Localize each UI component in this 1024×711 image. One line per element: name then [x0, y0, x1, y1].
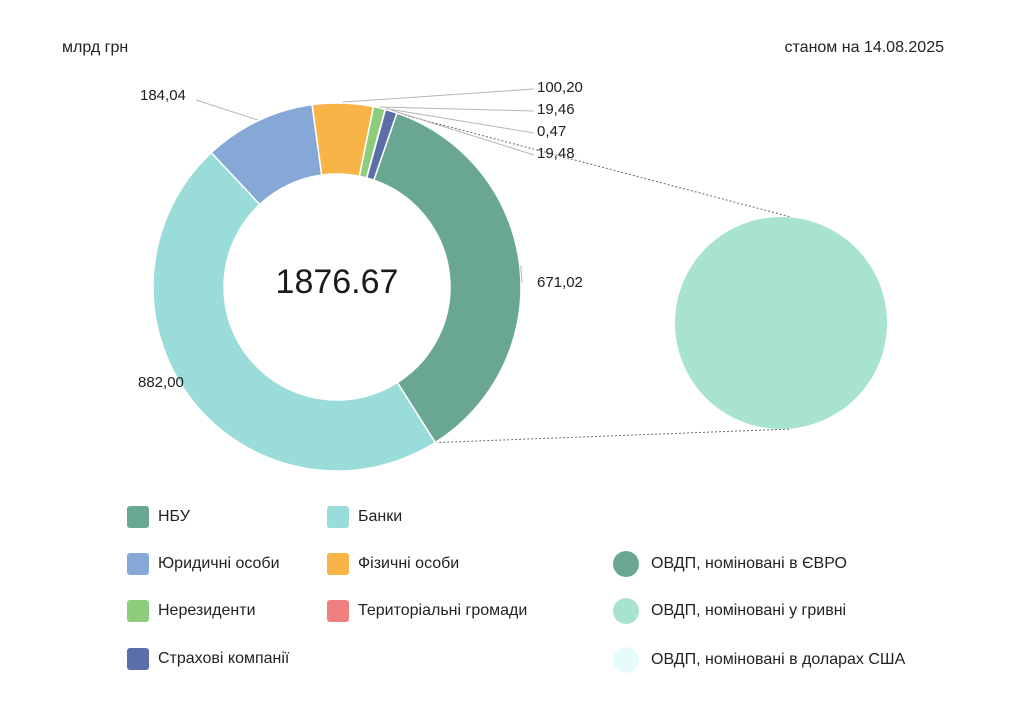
leader-line [379, 106, 535, 112]
legend-swatch [127, 600, 149, 622]
date-label: станом на 14.08.2025 [784, 39, 944, 56]
legend-item[interactable]: ОВДП, номіновані в ЄВРО [613, 551, 847, 577]
leader-line [195, 99, 258, 121]
legend-label: Територіальні громади [358, 602, 528, 619]
donut-slice[interactable] [152, 151, 437, 472]
legend-swatch [613, 598, 639, 624]
legend-label: Фізичні особи [358, 555, 460, 572]
legend-swatch [127, 506, 149, 528]
donut-slice[interactable] [372, 112, 522, 444]
legend-item[interactable]: НБУ [127, 506, 190, 528]
legend-label: ОВДП, номіновані в доларах США [651, 651, 906, 668]
legend-swatch [327, 553, 349, 575]
legend-item[interactable]: ОВДП, номіновані у гривні [613, 598, 846, 624]
data-label: 0,47 [537, 123, 566, 140]
data-label: 882,00 [138, 374, 184, 391]
legend-item[interactable]: Фізичні особи [327, 553, 459, 575]
unit-label: млрд грн [62, 39, 129, 56]
leader-line [342, 88, 535, 103]
detail-pie-slice[interactable] [675, 217, 887, 429]
legend-label: Нерезиденти [158, 602, 256, 619]
leader-line [520, 265, 523, 284]
legend-item[interactable]: ОВДП, номіновані в доларах США [613, 647, 905, 673]
data-label: 184,04 [140, 87, 186, 104]
leader-line [391, 109, 535, 156]
detail-connector-line [435, 428, 792, 444]
legend-label: Страхові компанії [158, 650, 290, 667]
legend-item[interactable]: Страхові компанії [127, 648, 289, 670]
data-label: 19,46 [537, 101, 575, 118]
legend-label: НБУ [158, 508, 190, 525]
legend-item[interactable]: Юридичні особи [127, 553, 280, 575]
legend-swatch [127, 648, 149, 670]
legend-label: ОВДП, номіновані у гривні [651, 602, 847, 619]
legend-swatch [327, 600, 349, 622]
legend-item[interactable]: Територіальні громади [327, 600, 527, 622]
donut-slice[interactable] [365, 108, 398, 182]
legend-label: ОВДП, номіновані в ЄВРО [651, 555, 847, 572]
data-label: 19,48 [537, 145, 575, 162]
legend-swatch [613, 647, 639, 673]
legend-label: Банки [358, 508, 403, 525]
legend-swatch [127, 553, 149, 575]
donut-center-total: 1876.67 [276, 263, 399, 301]
legend-item[interactable]: Нерезиденти [127, 600, 256, 622]
legend-item[interactable]: Банки [327, 506, 402, 528]
data-label: 671,02 [537, 274, 583, 291]
legend-swatch [613, 551, 639, 577]
legend-swatch [327, 506, 349, 528]
legend-label: Юридичні особи [158, 555, 280, 572]
leader-line [385, 107, 535, 134]
data-label: 100,20 [537, 79, 583, 96]
